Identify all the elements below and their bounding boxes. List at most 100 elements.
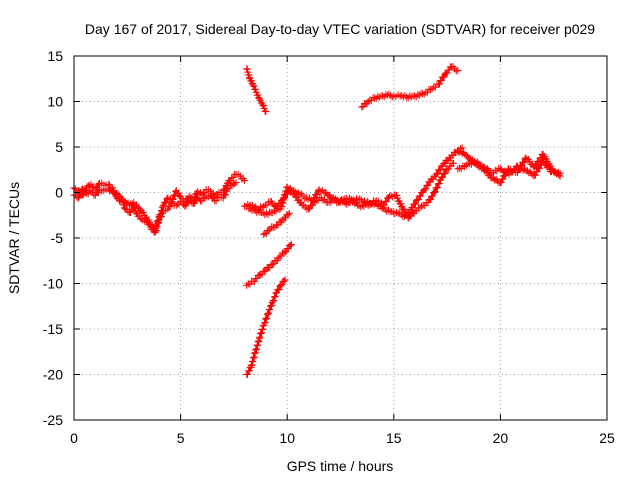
data-point bbox=[435, 180, 443, 188]
data-point bbox=[430, 189, 438, 196]
data-point bbox=[439, 173, 447, 181]
data-point bbox=[254, 207, 262, 215]
data-point bbox=[427, 195, 435, 203]
data-point bbox=[462, 161, 470, 169]
data-point bbox=[212, 197, 220, 205]
data-point bbox=[261, 268, 269, 276]
data-point bbox=[304, 195, 312, 203]
y-tick-label: -15 bbox=[43, 321, 63, 337]
data-point bbox=[311, 194, 319, 202]
y-tick-label: -25 bbox=[43, 412, 63, 428]
data-point bbox=[478, 162, 486, 170]
data-point bbox=[472, 159, 480, 167]
data-point bbox=[392, 208, 400, 216]
data-point bbox=[118, 195, 126, 203]
data-point bbox=[357, 203, 365, 211]
data-point bbox=[497, 178, 505, 186]
data-series bbox=[243, 276, 289, 378]
data-point bbox=[294, 189, 302, 197]
data-point bbox=[259, 325, 267, 333]
data-series bbox=[243, 65, 270, 116]
data-point bbox=[371, 94, 379, 102]
data-point bbox=[228, 174, 236, 182]
data-point bbox=[271, 293, 279, 301]
data-point bbox=[378, 205, 386, 213]
data-point bbox=[221, 191, 229, 199]
data-point bbox=[556, 169, 564, 177]
data-points bbox=[70, 63, 564, 378]
data-point bbox=[413, 207, 421, 215]
data-point bbox=[261, 319, 269, 327]
data-point bbox=[243, 281, 251, 289]
data-point bbox=[379, 92, 387, 100]
data-point bbox=[250, 82, 258, 90]
data-point bbox=[164, 194, 172, 202]
data-point bbox=[245, 71, 253, 79]
chart-title: Day 167 of 2017, Sidereal Day-to-day VTE… bbox=[85, 21, 595, 37]
data-point bbox=[243, 65, 251, 73]
data-point bbox=[265, 198, 273, 206]
data-point bbox=[373, 197, 381, 205]
data-point bbox=[255, 334, 263, 342]
data-point bbox=[437, 77, 445, 85]
grid bbox=[74, 56, 607, 420]
data-point bbox=[277, 281, 285, 289]
data-point bbox=[502, 169, 510, 177]
data-point bbox=[539, 158, 547, 166]
x-tick-label: 25 bbox=[599, 430, 615, 446]
data-point bbox=[525, 169, 533, 177]
data-point bbox=[169, 195, 177, 203]
x-tick-label: 20 bbox=[493, 430, 509, 446]
y-tick-label: 0 bbox=[55, 185, 63, 201]
data-point bbox=[554, 168, 562, 176]
data-point bbox=[256, 333, 264, 341]
data-point bbox=[454, 67, 462, 75]
data-point bbox=[305, 205, 313, 213]
data-series bbox=[243, 240, 295, 289]
data-point bbox=[229, 173, 237, 181]
data-point bbox=[461, 163, 469, 171]
data-point bbox=[536, 164, 544, 172]
data-point bbox=[153, 223, 161, 231]
data-point bbox=[255, 95, 263, 103]
data-point bbox=[548, 168, 556, 176]
y-tick-label: -10 bbox=[43, 276, 63, 292]
data-point bbox=[416, 192, 424, 200]
data-point bbox=[317, 188, 325, 196]
data-point bbox=[265, 227, 273, 235]
y-axis-label: SDTVAR / TECUs bbox=[6, 182, 22, 294]
data-point bbox=[491, 176, 499, 184]
data-point bbox=[157, 212, 165, 220]
y-tick-label: 5 bbox=[55, 139, 63, 155]
data-point bbox=[549, 167, 557, 175]
data-point bbox=[244, 370, 252, 378]
data-point bbox=[262, 108, 270, 116]
data-point bbox=[290, 187, 298, 195]
data-point bbox=[432, 170, 440, 178]
data-point bbox=[441, 169, 449, 177]
data-point bbox=[424, 181, 432, 189]
data-point bbox=[418, 202, 426, 210]
data-point bbox=[415, 91, 423, 99]
data-point bbox=[343, 200, 351, 208]
data-point bbox=[385, 90, 393, 98]
data-point bbox=[74, 194, 82, 202]
data-series bbox=[454, 158, 564, 180]
data-point bbox=[260, 202, 268, 210]
x-tick-label: 0 bbox=[70, 430, 78, 446]
data-point bbox=[257, 203, 265, 211]
data-point bbox=[477, 162, 485, 170]
data-point bbox=[241, 177, 249, 185]
data-point bbox=[79, 185, 87, 193]
data-point bbox=[435, 80, 443, 88]
data-point bbox=[362, 200, 370, 208]
data-point bbox=[87, 187, 95, 195]
data-point bbox=[384, 206, 392, 214]
data-point bbox=[521, 165, 529, 173]
y-tick-label: -20 bbox=[43, 367, 63, 383]
data-point bbox=[411, 200, 419, 208]
data-point bbox=[382, 197, 390, 205]
data-point bbox=[232, 178, 240, 186]
data-point bbox=[172, 201, 180, 209]
